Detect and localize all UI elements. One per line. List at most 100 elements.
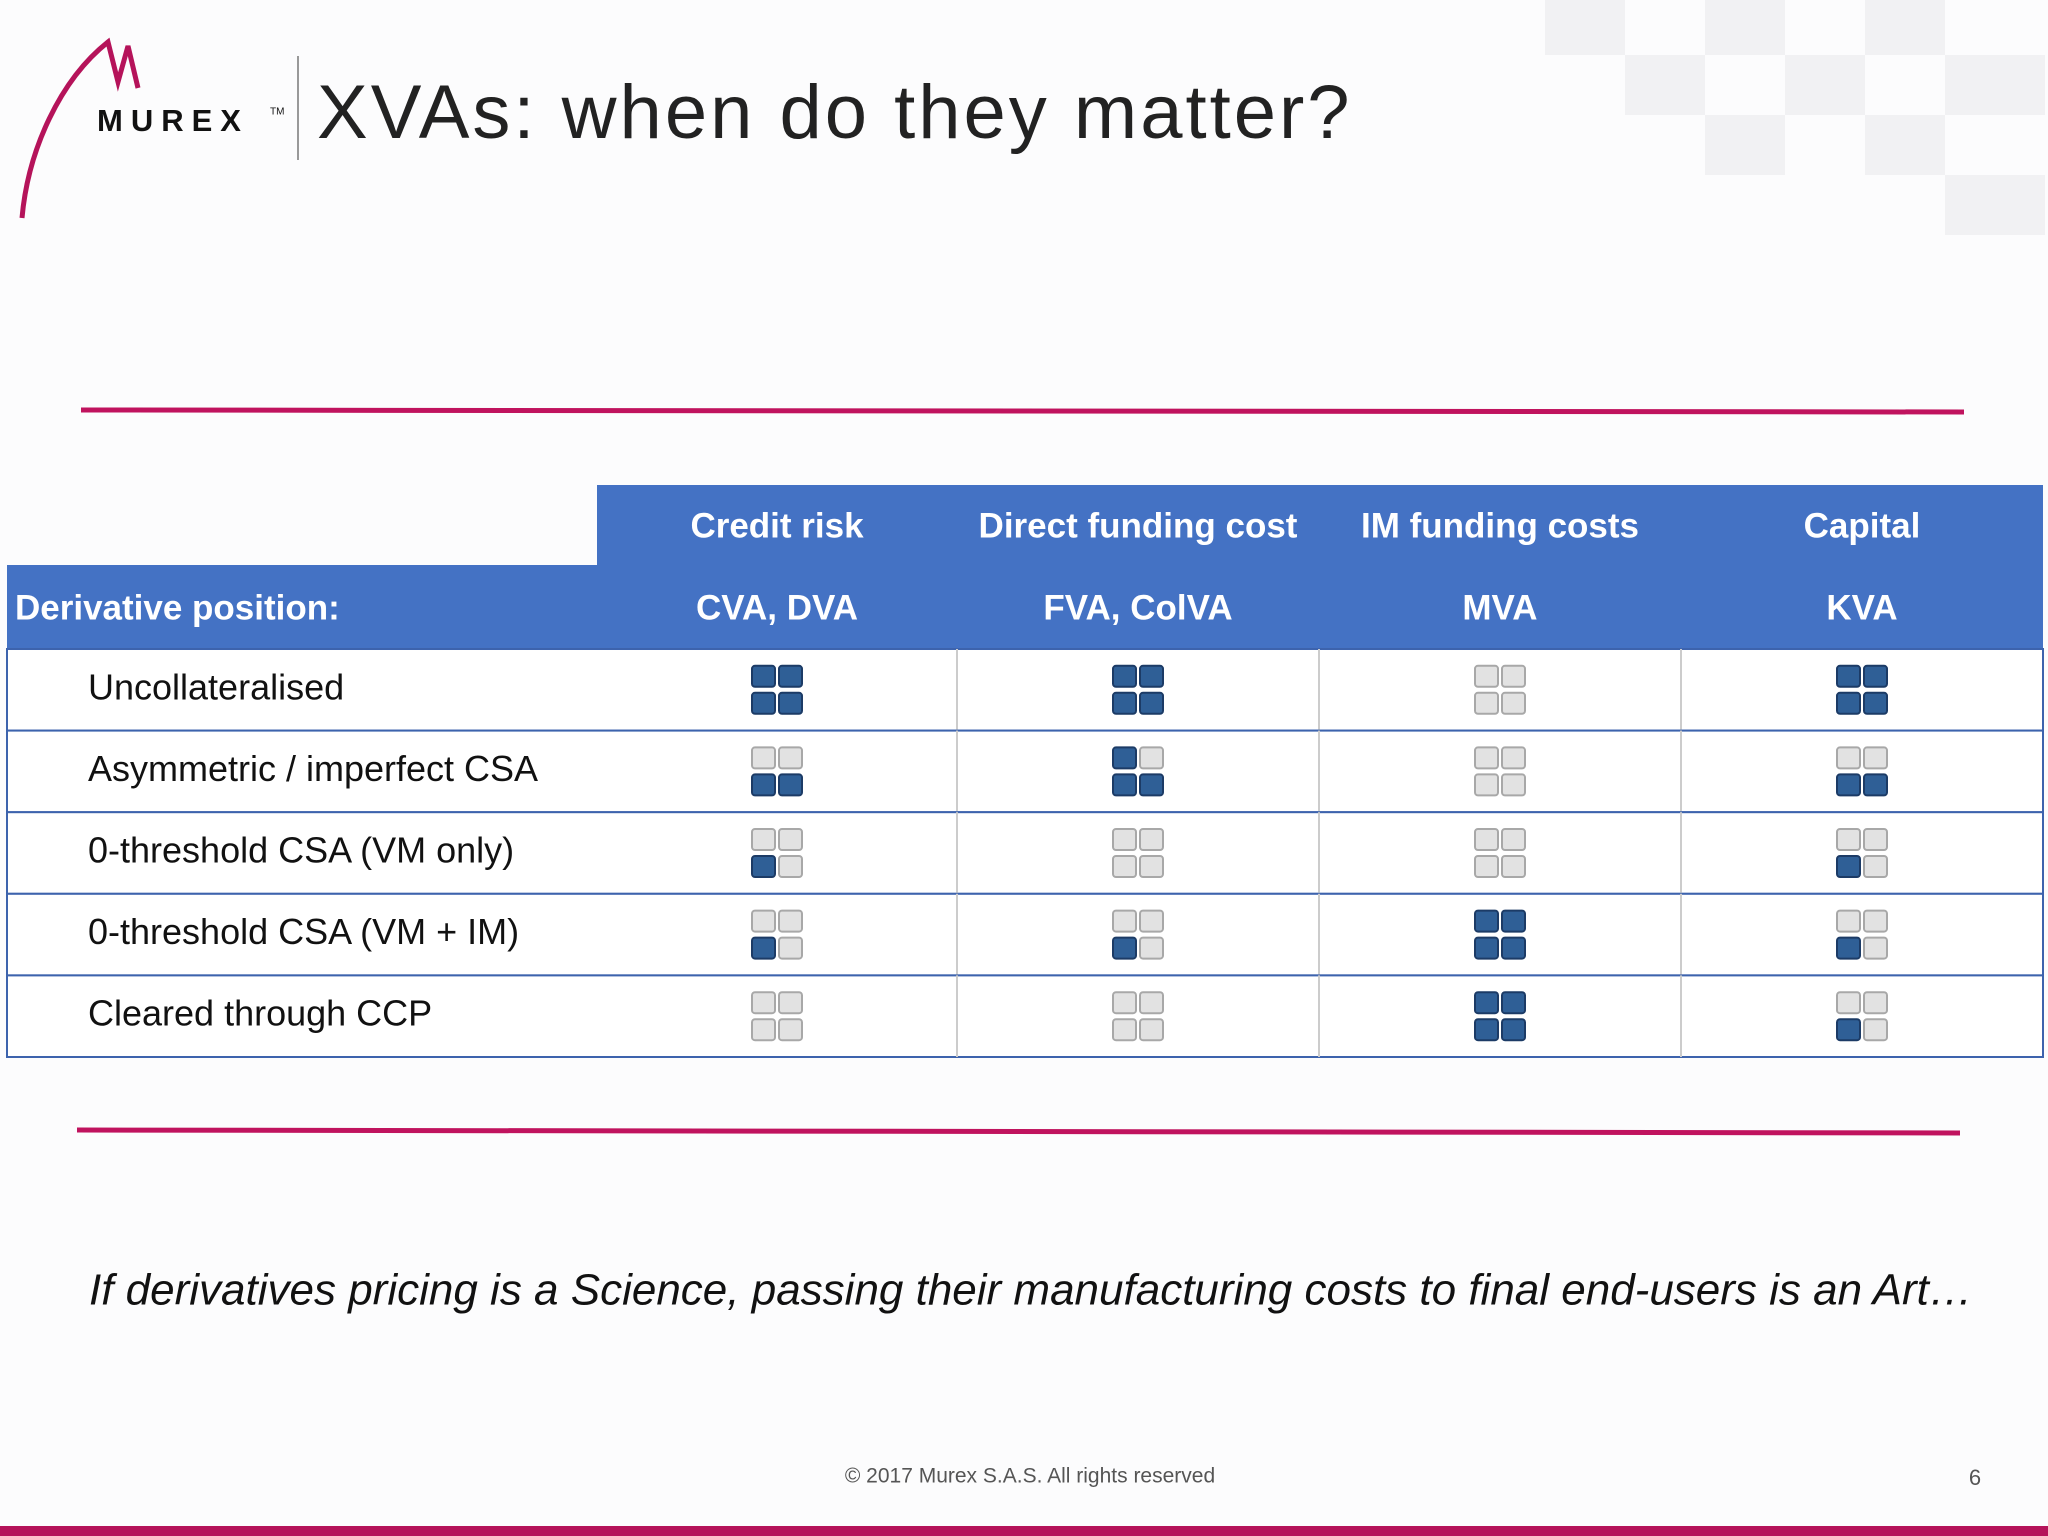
row xyxy=(6,729,2044,814)
icon-square xyxy=(1139,664,1164,688)
icon-square xyxy=(751,991,776,1015)
icon-square xyxy=(1836,828,1861,851)
icon-square xyxy=(778,909,803,933)
icon-square xyxy=(1139,855,1164,878)
level-icon xyxy=(1474,828,1526,878)
icon-square xyxy=(1112,1018,1137,1042)
page-number: 6 xyxy=(1969,1465,1981,1490)
icon-square xyxy=(1139,691,1164,715)
icon-square xyxy=(751,936,776,960)
row xyxy=(6,892,2044,977)
icon-square xyxy=(1112,746,1137,770)
icon-square xyxy=(751,1018,776,1042)
table: Credit risk Direct funding cost IM funding… xyxy=(6,485,2044,1059)
icon-square xyxy=(1836,664,1861,688)
icon-square xyxy=(751,746,776,770)
row xyxy=(6,648,2044,732)
icon-square xyxy=(1501,909,1526,933)
group-header: IM funding costs xyxy=(1361,506,1639,545)
column-header: Derivative position: xyxy=(15,588,340,627)
rule xyxy=(80,407,1965,415)
icon-square xyxy=(778,664,803,688)
icon-square xyxy=(1501,746,1526,770)
icon-square xyxy=(1474,936,1499,960)
icon-square xyxy=(778,1018,803,1042)
icon-square xyxy=(1112,936,1137,960)
column-header: MVA xyxy=(1462,588,1537,627)
icon-square xyxy=(1474,855,1499,878)
icon-square xyxy=(1112,691,1137,715)
icon-square xyxy=(1836,746,1861,770)
level-icon xyxy=(1836,828,1888,878)
bottom-bar xyxy=(0,1526,2048,1536)
icon-square xyxy=(1863,991,1888,1015)
level-icon xyxy=(751,909,803,960)
level-icon xyxy=(751,664,803,715)
row-label: Asymmetric / imperfect CSA xyxy=(88,748,538,789)
icon-square xyxy=(1139,991,1164,1015)
icon-square xyxy=(1863,909,1888,933)
group-header: Credit risk xyxy=(690,506,864,545)
icon-square xyxy=(751,664,776,688)
icon-square xyxy=(1474,691,1499,715)
group-header: Capital xyxy=(1804,506,1921,545)
icon-square xyxy=(778,746,803,770)
icon-square xyxy=(778,691,803,715)
decoration xyxy=(1545,0,2045,235)
row-label: 0-threshold CSA (VM + IM) xyxy=(88,911,519,952)
icon-square xyxy=(1139,828,1164,851)
group-header: Direct funding cost xyxy=(979,506,1298,545)
level-icon xyxy=(1474,664,1526,715)
icon-square xyxy=(1474,773,1499,797)
header-band xyxy=(597,485,2043,565)
icon-square xyxy=(1112,909,1137,933)
icon-square xyxy=(1501,936,1526,960)
icon-square xyxy=(1474,1018,1499,1042)
icon-square xyxy=(1474,909,1499,933)
icon-square xyxy=(1474,991,1499,1015)
icon-square xyxy=(1474,746,1499,770)
icon-square xyxy=(1836,691,1861,715)
icon-square xyxy=(1501,991,1526,1015)
icon-square xyxy=(1836,991,1861,1015)
level-icon xyxy=(1836,746,1888,797)
level-icon xyxy=(1836,909,1888,960)
level-icon xyxy=(1836,664,1888,715)
quote: If derivatives pricing is a Science, pas… xyxy=(89,1266,1973,1315)
trademark: TM xyxy=(270,107,284,118)
icon-square xyxy=(1863,664,1888,688)
copyright: © 2017 Murex S.A.S. All rights reserved xyxy=(845,1465,1215,1488)
level-icon xyxy=(1474,746,1526,797)
icon-square xyxy=(1112,773,1137,797)
icon-square xyxy=(1139,936,1164,960)
column-header: FVA, ColVA xyxy=(1043,588,1232,627)
row-label: Cleared through CCP xyxy=(88,993,432,1034)
icon-square xyxy=(751,828,776,851)
level-icon xyxy=(1112,664,1164,715)
level-icon xyxy=(751,828,803,878)
rule xyxy=(76,1127,1961,1136)
column-header: KVA xyxy=(1826,588,1897,627)
icon-square xyxy=(1836,773,1861,797)
icon-square xyxy=(1474,828,1499,851)
icon-square xyxy=(1501,855,1526,878)
level-icon xyxy=(1112,828,1164,878)
icon-square xyxy=(1501,1018,1526,1042)
icon-square xyxy=(1836,909,1861,933)
icon-square xyxy=(1863,936,1888,960)
icon-square xyxy=(1836,1018,1861,1042)
icon-square xyxy=(1501,664,1526,688)
icon-square xyxy=(1501,691,1526,715)
icon-square xyxy=(778,773,803,797)
icon-square xyxy=(751,773,776,797)
level-icon xyxy=(751,991,803,1042)
logo: MUREX xyxy=(97,103,249,138)
icon-square xyxy=(751,909,776,933)
icon-square xyxy=(1139,909,1164,933)
row xyxy=(6,811,2044,895)
row-label: 0-threshold CSA (VM only) xyxy=(88,830,514,871)
level-icon xyxy=(1836,991,1888,1042)
level-icon xyxy=(1474,909,1526,960)
row xyxy=(6,974,2044,1059)
icon-square xyxy=(1863,773,1888,797)
